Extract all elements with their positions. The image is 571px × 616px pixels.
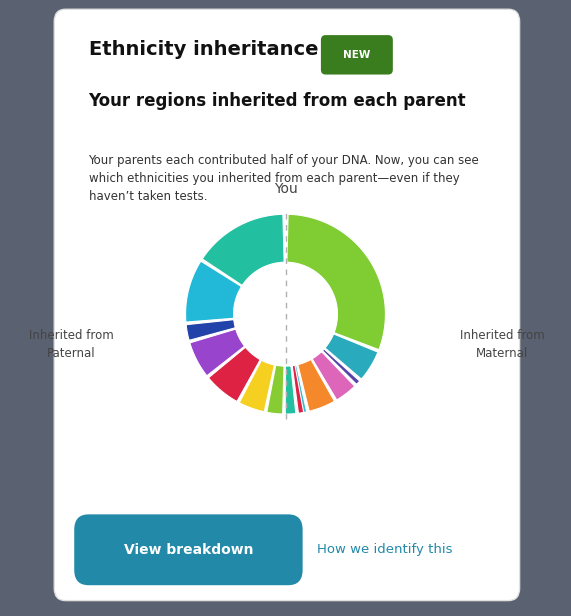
Polygon shape	[292, 365, 307, 413]
Polygon shape	[186, 320, 235, 341]
Polygon shape	[292, 365, 304, 413]
Polygon shape	[239, 360, 275, 411]
Text: View breakdown: View breakdown	[124, 543, 253, 557]
Polygon shape	[202, 214, 284, 285]
Text: Your regions inherited from each parent: Your regions inherited from each parent	[89, 92, 466, 110]
Polygon shape	[267, 365, 284, 414]
Polygon shape	[286, 366, 295, 414]
FancyBboxPatch shape	[321, 35, 393, 75]
FancyBboxPatch shape	[74, 514, 303, 585]
FancyBboxPatch shape	[54, 9, 520, 601]
Polygon shape	[298, 360, 335, 411]
Text: How we identify this: How we identify this	[317, 543, 452, 556]
Polygon shape	[287, 214, 385, 350]
Text: Ethnicity inheritance: Ethnicity inheritance	[89, 40, 318, 59]
Polygon shape	[312, 352, 355, 400]
Polygon shape	[323, 349, 360, 384]
Text: Your parents each contributed half of your DNA. Now, you can see
which ethniciti: Your parents each contributed half of yo…	[89, 154, 479, 203]
Polygon shape	[267, 365, 278, 413]
Polygon shape	[190, 329, 244, 376]
Text: Inherited from
Paternal: Inherited from Paternal	[29, 330, 114, 360]
Text: You: You	[274, 182, 297, 197]
Polygon shape	[325, 334, 378, 379]
Text: Inherited from
Maternal: Inherited from Maternal	[460, 330, 545, 360]
Polygon shape	[208, 347, 260, 402]
Text: NEW: NEW	[343, 50, 371, 60]
Polygon shape	[286, 366, 296, 414]
Polygon shape	[186, 261, 242, 322]
Polygon shape	[275, 366, 284, 414]
